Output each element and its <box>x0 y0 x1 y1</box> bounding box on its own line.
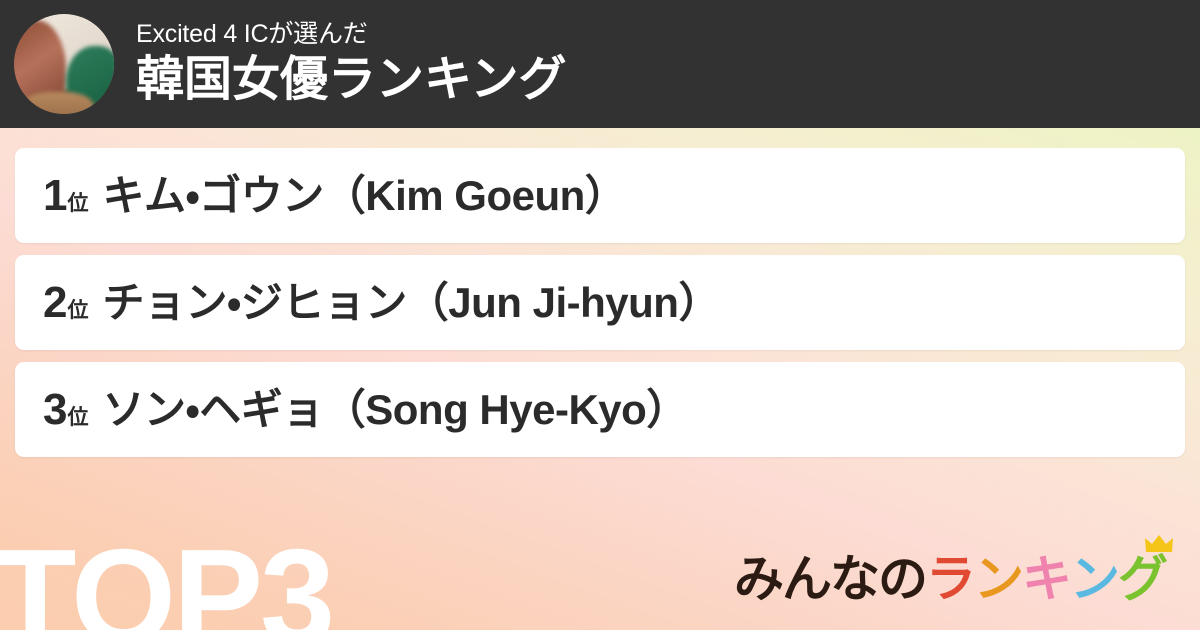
rank-number-3: 3 <box>43 384 68 434</box>
user-avatar[interactable] <box>14 14 114 114</box>
header-subtitle: Excited 4 ICが選んだ <box>136 19 368 48</box>
header-text-block: Excited 4 ICが選んだ 韓国女優ランキング <box>136 19 567 108</box>
rank-suffix-3: 位 <box>67 405 89 429</box>
logo-text-n2: ン <box>1070 550 1120 608</box>
logo-text-gu-wrapper: グ <box>1118 535 1173 604</box>
avatar-photo-layer-cone <box>22 92 94 114</box>
logo-text-gu: グ <box>1118 550 1168 608</box>
ranking-list: 1 位 キム・ゴウン（Kim Goeun） 2 位 チョン・ジヒョン（Jun J… <box>15 148 1185 469</box>
rank-badge-1: 1 位 <box>43 170 89 220</box>
ranking-item-1[interactable]: 1 位 キム・ゴウン（Kim Goeun） <box>15 148 1185 243</box>
header-bar: Excited 4 ICが選んだ 韓国女優ランキング <box>0 0 1200 128</box>
rank-badge-3: 3 位 <box>43 384 89 434</box>
logo-text-n1: ン <box>974 550 1024 608</box>
ranking-item-name-2: チョン・ジヒョン（Jun Ji-hyun） <box>102 278 720 326</box>
logo-text-ki: キ <box>1022 550 1072 608</box>
rank-badge-2: 2 位 <box>43 277 89 327</box>
ranking-item-3[interactable]: 3 位 ソン・ヘギョ（Song Hye-Kyo） <box>15 362 1185 457</box>
logo-text-minnano: みんなの <box>734 550 928 608</box>
rank-suffix-1: 位 <box>67 191 89 215</box>
rank-suffix-2: 位 <box>67 298 89 322</box>
page-title: 韓国女優ランキング <box>136 53 567 107</box>
brand-logo[interactable]: みんなの ラ ン キ ン グ <box>734 535 1173 608</box>
rank-number-2: 2 <box>43 277 68 327</box>
ranking-item-2[interactable]: 2 位 チョン・ジヒョン（Jun Ji-hyun） <box>15 255 1185 350</box>
crown-icon <box>1145 535 1173 552</box>
ranking-item-name-3: ソン・ヘギョ（Song Hye-Kyo） <box>102 385 688 433</box>
rank-number-1: 1 <box>43 170 68 220</box>
top3-watermark: TOP3 <box>0 521 335 630</box>
ranking-item-name-1: キム・ゴウン（Kim Goeun） <box>102 171 627 219</box>
logo-text-ra: ラ <box>926 550 976 608</box>
